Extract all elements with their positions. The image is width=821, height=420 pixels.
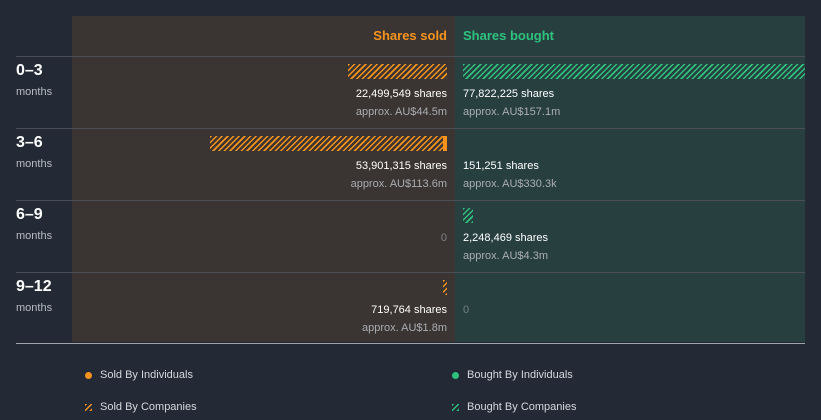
period-unit: months [16, 158, 53, 170]
period-label: 9–12 [16, 278, 52, 295]
bought-companies-bar [463, 208, 473, 223]
bought-approx-value: approx. AU$157.1m [463, 106, 561, 118]
bought-approx-value: approx. AU$4.3m [463, 250, 548, 262]
shares-sold-header: Shares sold [373, 28, 447, 43]
row-divider [16, 56, 805, 57]
legend-sold-companies: Sold By Companies [100, 401, 197, 413]
sold-zero-value: 0 [440, 232, 447, 244]
legend-solid-green-dot-icon [452, 372, 459, 379]
legend-solid-orange-dot-icon [85, 372, 92, 379]
sold-approx-value: approx. AU$44.5m [355, 106, 447, 118]
sold-companies-bar [348, 64, 447, 79]
bought-approx-value: approx. AU$330.3k [463, 178, 557, 190]
sold-companies-bar [443, 280, 447, 295]
bought-shares-label: 151,251 shares [463, 160, 539, 172]
legend-sold-individuals: Sold By Individuals [100, 369, 193, 381]
period-label: 3–6 [16, 134, 43, 151]
legend-hatched-green-icon [452, 404, 459, 411]
period-label: 6–9 [16, 206, 43, 223]
legend-bought-companies: Bought By Companies [467, 401, 577, 413]
sold-approx-value: approx. AU$113.6m [350, 178, 447, 190]
sold-individuals-bar [442, 136, 447, 151]
period-unit: months [16, 302, 53, 314]
row-divider [16, 272, 805, 273]
row-divider [16, 200, 805, 201]
sold-approx-value: approx. AU$1.8m [362, 322, 447, 334]
sold-companies-bar [210, 136, 443, 151]
period-label: 0–3 [16, 62, 43, 79]
bought-shares-label: 77,822,225 shares [463, 88, 555, 100]
legend-bought-individuals: Bought By Individuals [467, 369, 573, 381]
bought-zero-value: 0 [463, 304, 470, 316]
bought-shares-label: 2,248,469 shares [463, 232, 549, 244]
legend-hatched-orange-icon [85, 404, 92, 411]
period-unit: months [16, 230, 53, 242]
bought-companies-bar [463, 64, 805, 79]
sold-shares-label: 53,901,315 shares [355, 160, 447, 172]
chart-baseline [16, 343, 805, 344]
period-unit: months [16, 86, 53, 98]
sold-shares-label: 719,764 shares [371, 304, 447, 316]
shares-bought-header: Shares bought [463, 28, 555, 43]
row-divider [16, 128, 805, 129]
sold-shares-label: 22,499,549 shares [355, 88, 447, 100]
